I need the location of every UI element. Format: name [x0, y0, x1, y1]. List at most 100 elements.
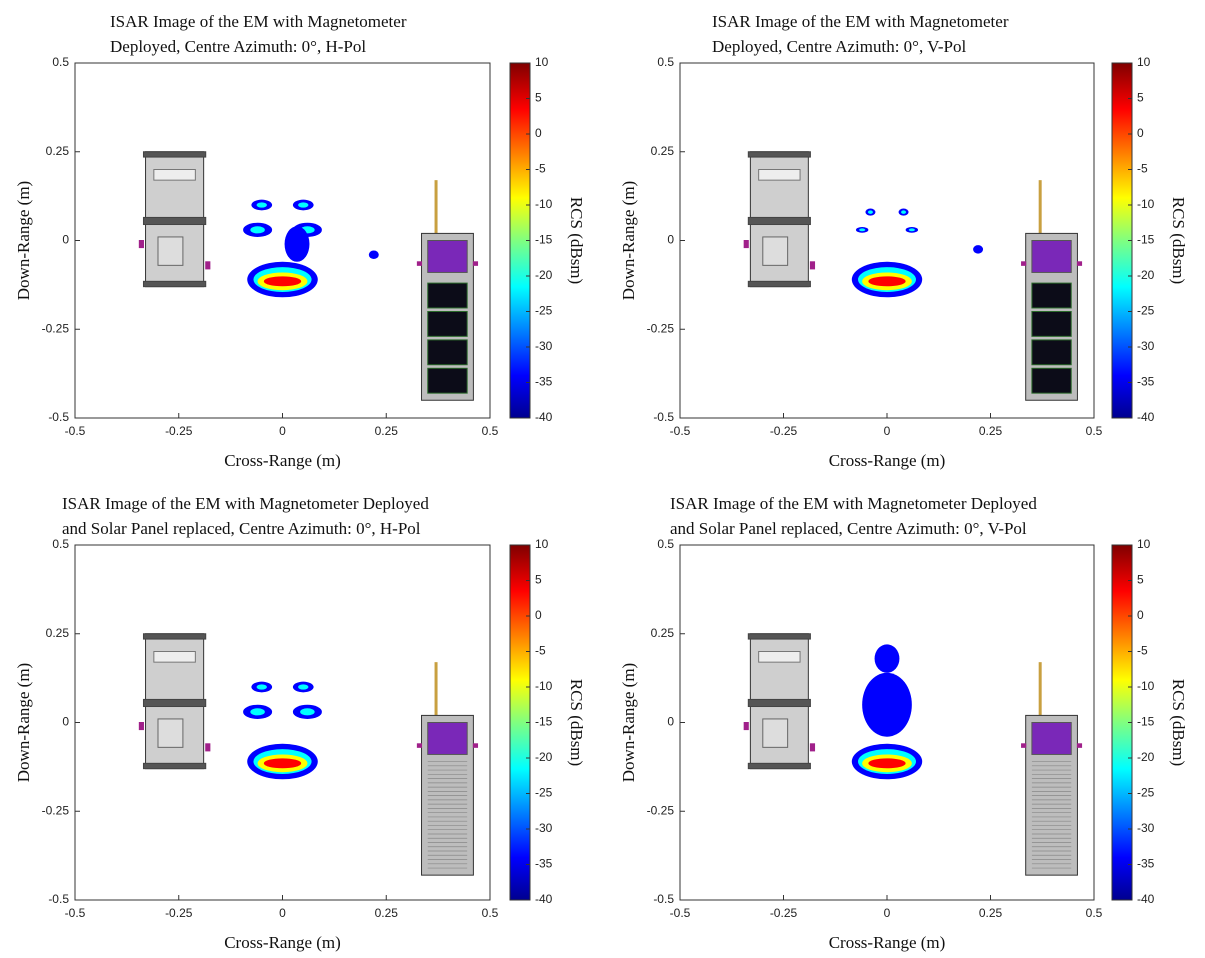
y-axis-label: Down-Range (m) — [619, 663, 638, 782]
satellite-part — [157, 718, 184, 748]
chart-title: and Solar Panel replaced, Centre Azimuth… — [670, 519, 1027, 538]
colorbar-tick-label: -40 — [1137, 892, 1155, 906]
colorbar-tick-label: -35 — [535, 857, 553, 871]
rcs-blob — [300, 708, 315, 716]
satellite-part — [142, 151, 207, 158]
satellite-part — [809, 743, 816, 752]
y-tick-label: -0.5 — [48, 410, 69, 424]
x-tick-label: -0.5 — [65, 906, 86, 920]
colorbar-tick-label: -40 — [1137, 410, 1155, 424]
colorbar-tick-label: -10 — [535, 197, 553, 211]
colorbar-label: RCS (dBsm) — [567, 679, 586, 766]
x-axis-label: Cross-Range (m) — [224, 933, 341, 952]
colorbar-tick-label: -10 — [1137, 197, 1155, 211]
satellite-part — [743, 722, 749, 731]
satellite-part — [427, 339, 468, 366]
satellite-part — [205, 261, 211, 270]
y-tick-label: 0.25 — [651, 626, 675, 640]
y-tick-label: 0.5 — [657, 537, 674, 551]
y-tick-label: -0.25 — [647, 803, 675, 817]
satellite-part — [472, 261, 479, 266]
y-axis-label: Down-Range (m) — [14, 663, 33, 782]
x-tick-label: 0.25 — [375, 906, 399, 920]
y-axis-label: Down-Range (m) — [14, 181, 33, 300]
rcs-blob — [859, 228, 866, 232]
satellite-part — [1031, 311, 1072, 337]
satellite-part — [1031, 722, 1072, 755]
y-axis-label: Down-Range (m) — [619, 181, 638, 300]
chart-title: ISAR Image of the EM with Magnetometer — [712, 12, 1009, 31]
rcs-blob — [263, 276, 302, 287]
colorbar-tick-label: -25 — [535, 786, 553, 800]
x-tick-label: -0.5 — [65, 424, 86, 438]
x-tick-label: 0 — [279, 906, 286, 920]
satellite-part — [747, 762, 811, 770]
satellite-part — [472, 743, 479, 748]
colorbar-tick-label: 10 — [535, 55, 549, 69]
rcs-blob — [908, 228, 915, 232]
colorbar-tick-label: -40 — [535, 410, 553, 424]
y-tick-label: -0.5 — [653, 410, 674, 424]
rcs-blob — [250, 226, 265, 234]
colorbar-label: RCS (dBsm) — [1169, 197, 1188, 284]
satellite-part — [1076, 261, 1083, 266]
satellite-part — [416, 743, 423, 748]
colorbar-tick-label: -5 — [535, 162, 546, 176]
x-tick-label: -0.25 — [165, 906, 193, 920]
satellite-part — [762, 236, 789, 266]
colorbar-tick-label: -20 — [535, 750, 553, 764]
colorbar-tick-label: -25 — [1137, 304, 1155, 318]
x-tick-label: -0.25 — [770, 906, 798, 920]
x-tick-label: -0.25 — [770, 424, 798, 438]
satellite-part — [1031, 339, 1072, 366]
satellite-part — [747, 151, 811, 158]
satellite-part — [1021, 743, 1027, 748]
satellite-part — [153, 169, 196, 181]
satellite-part — [1031, 240, 1072, 273]
colorbar-tick-label: -30 — [535, 821, 553, 835]
x-axis-label: Cross-Range (m) — [224, 451, 341, 470]
rcs-blob — [256, 202, 267, 208]
y-tick-label: 0.5 — [52, 55, 69, 69]
x-tick-label: 0.25 — [979, 424, 1003, 438]
colorbar-tick-label: -15 — [535, 715, 553, 729]
colorbar-tick-label: -15 — [1137, 233, 1155, 247]
colorbar-tick-label: -5 — [535, 644, 546, 658]
y-tick-label: 0 — [667, 233, 674, 247]
rcs-blob — [862, 672, 912, 737]
satellite-part — [142, 633, 207, 640]
y-tick-label: 0.25 — [46, 626, 70, 640]
colorbar-tick-label: 10 — [535, 537, 549, 551]
chart-title: ISAR Image of the EM with Magnetometer D… — [670, 494, 1037, 513]
satellite-part — [157, 236, 184, 266]
colorbar-tick-label: -30 — [1137, 821, 1155, 835]
satellite-part — [142, 698, 207, 708]
rcs-blob — [874, 644, 900, 673]
colorbar-tick-label: -35 — [1137, 857, 1155, 871]
satellite-part — [416, 261, 423, 266]
satellite-part — [1076, 743, 1083, 748]
satellite-part — [758, 651, 801, 663]
rcs-blob — [298, 202, 309, 208]
colorbar-tick-label: 5 — [535, 573, 542, 587]
x-tick-label: 0.5 — [482, 906, 499, 920]
y-tick-label: 0.5 — [657, 55, 674, 69]
colorbar-tick-label: -40 — [535, 892, 553, 906]
satellite-part — [1031, 367, 1072, 394]
rcs-blob — [901, 210, 907, 214]
satellite-part — [747, 216, 811, 226]
y-tick-label: 0.25 — [46, 144, 70, 158]
colorbar-tick-label: -30 — [1137, 339, 1155, 353]
rcs-blob — [368, 250, 379, 259]
satellite-part — [427, 240, 468, 273]
satellite-part — [205, 743, 211, 752]
satellite-part — [142, 216, 207, 226]
colorbar-tick-label: -20 — [1137, 750, 1155, 764]
chart-title: ISAR Image of the EM with Magnetometer D… — [62, 494, 429, 513]
colorbar-tick-label: -15 — [1137, 715, 1155, 729]
y-tick-label: 0 — [62, 715, 69, 729]
colorbar-tick-label: 0 — [1137, 608, 1144, 622]
satellite-part — [1031, 282, 1072, 309]
x-tick-label: 0 — [884, 424, 891, 438]
